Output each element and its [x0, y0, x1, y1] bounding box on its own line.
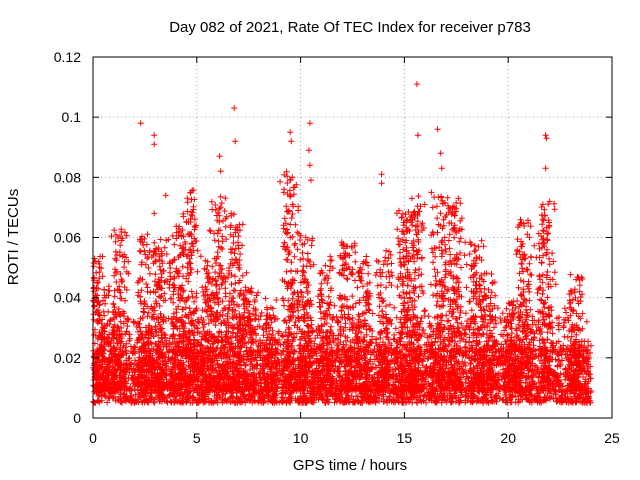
- roti-point: [104, 399, 111, 406]
- roti-point: [146, 270, 153, 277]
- roti-point: [137, 248, 144, 255]
- roti-point: [587, 375, 594, 382]
- roti-point: [228, 334, 235, 341]
- data-points: [90, 81, 595, 406]
- roti-point: [585, 354, 592, 361]
- roti-point: [554, 363, 561, 370]
- roti-point: [151, 239, 158, 246]
- roti-point: [425, 313, 432, 320]
- roti-point: [167, 269, 173, 276]
- roti-point: [533, 363, 540, 370]
- roti-point: [102, 393, 109, 400]
- roti-point: [583, 318, 590, 325]
- roti-point: [157, 294, 164, 301]
- roti-point: [541, 357, 548, 364]
- roti-point: [101, 286, 108, 293]
- roti-point: [157, 236, 164, 243]
- roti-point: [111, 293, 118, 300]
- roti-point: [152, 271, 159, 278]
- roti-point: [392, 325, 399, 332]
- roti-point: [519, 354, 526, 361]
- chart-title: Day 082 of 2021, Rate Of TEC Index for r…: [169, 19, 531, 36]
- roti-point: [108, 233, 115, 240]
- roti-point: [143, 281, 150, 287]
- roti-point: [526, 391, 533, 398]
- roti-point: [91, 255, 98, 262]
- roti-point: [561, 333, 568, 340]
- roti-point: [171, 241, 178, 248]
- roti-point: [110, 301, 117, 308]
- roti-point: [161, 244, 168, 251]
- roti-point: [113, 279, 120, 285]
- roti-point: [117, 242, 124, 249]
- roti-point: [489, 349, 496, 356]
- roti-point: [157, 266, 164, 273]
- roti-point: [577, 391, 584, 398]
- roti-point: [113, 257, 120, 264]
- roti-point: [328, 323, 334, 330]
- roti-point: [96, 269, 103, 276]
- roti-point: [444, 318, 451, 325]
- roti-point: [523, 395, 530, 402]
- roti-point: [179, 263, 186, 270]
- roti-point: [90, 316, 97, 323]
- roti-point: [562, 394, 569, 401]
- roti-point: [279, 333, 286, 340]
- roti-point: [588, 342, 594, 349]
- roti-point: [144, 231, 151, 238]
- roti-point: [490, 371, 497, 378]
- roti-point: [141, 247, 148, 254]
- roti-point: [557, 363, 564, 369]
- roti-point: [144, 288, 151, 295]
- roti-point: [126, 355, 133, 361]
